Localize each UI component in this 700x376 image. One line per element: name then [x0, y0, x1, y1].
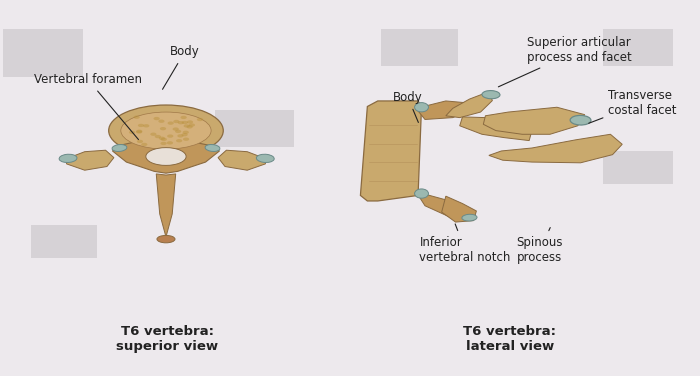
Circle shape — [136, 140, 143, 143]
Polygon shape — [218, 150, 267, 170]
Circle shape — [197, 118, 203, 121]
Circle shape — [143, 124, 149, 127]
Text: Transverse
costal facet: Transverse costal facet — [589, 89, 677, 123]
Text: Superior articular
process and facet: Superior articular process and facet — [498, 36, 632, 87]
Circle shape — [183, 130, 189, 134]
Circle shape — [159, 136, 165, 140]
Polygon shape — [65, 150, 114, 170]
Text: Inferior
vertebral notch: Inferior vertebral notch — [419, 224, 511, 264]
Circle shape — [136, 130, 142, 133]
Circle shape — [141, 143, 148, 146]
Ellipse shape — [462, 214, 477, 221]
FancyBboxPatch shape — [603, 151, 673, 184]
Polygon shape — [489, 134, 622, 163]
FancyBboxPatch shape — [603, 29, 673, 66]
Circle shape — [160, 138, 167, 141]
Ellipse shape — [157, 235, 175, 243]
Ellipse shape — [112, 144, 127, 152]
Text: Body: Body — [162, 45, 199, 89]
Circle shape — [186, 125, 193, 129]
Circle shape — [155, 135, 161, 138]
Ellipse shape — [482, 91, 500, 99]
Circle shape — [138, 124, 144, 127]
Circle shape — [167, 141, 173, 144]
Ellipse shape — [414, 103, 428, 112]
Ellipse shape — [121, 112, 211, 149]
Circle shape — [158, 120, 164, 123]
Ellipse shape — [146, 148, 186, 165]
Circle shape — [175, 130, 181, 133]
Circle shape — [129, 131, 135, 134]
FancyBboxPatch shape — [31, 225, 97, 258]
Polygon shape — [113, 140, 219, 173]
Text: Vertebral foramen: Vertebral foramen — [34, 73, 142, 139]
Circle shape — [167, 121, 174, 125]
Ellipse shape — [205, 144, 220, 152]
Polygon shape — [416, 192, 460, 218]
Polygon shape — [460, 117, 532, 141]
FancyBboxPatch shape — [382, 29, 458, 66]
Circle shape — [136, 130, 142, 133]
Text: Body: Body — [393, 91, 423, 123]
Circle shape — [181, 116, 187, 119]
Ellipse shape — [570, 115, 591, 125]
Circle shape — [150, 133, 157, 136]
Circle shape — [153, 117, 160, 120]
Circle shape — [189, 123, 195, 127]
Circle shape — [187, 120, 193, 124]
Text: Spinous
process: Spinous process — [517, 227, 564, 264]
FancyBboxPatch shape — [215, 110, 295, 147]
Circle shape — [178, 121, 184, 124]
Circle shape — [134, 115, 140, 119]
Circle shape — [167, 135, 174, 138]
Circle shape — [160, 142, 167, 145]
Circle shape — [181, 133, 188, 136]
Ellipse shape — [108, 105, 223, 156]
Text: T6 vertebra:
lateral view: T6 vertebra: lateral view — [463, 325, 556, 353]
Ellipse shape — [59, 154, 77, 162]
Polygon shape — [483, 107, 584, 134]
Polygon shape — [360, 101, 421, 201]
Circle shape — [160, 127, 166, 130]
Ellipse shape — [414, 189, 428, 198]
Circle shape — [173, 120, 179, 123]
Ellipse shape — [256, 154, 274, 162]
Polygon shape — [442, 196, 477, 222]
Circle shape — [183, 138, 189, 141]
Polygon shape — [156, 174, 176, 237]
Circle shape — [182, 121, 188, 124]
Circle shape — [177, 134, 183, 138]
Polygon shape — [446, 92, 492, 118]
Circle shape — [176, 139, 182, 143]
Polygon shape — [416, 101, 470, 120]
Circle shape — [173, 127, 178, 131]
Circle shape — [183, 124, 190, 127]
FancyBboxPatch shape — [3, 29, 83, 77]
Text: T6 vertebra:
superior view: T6 vertebra: superior view — [116, 325, 218, 353]
